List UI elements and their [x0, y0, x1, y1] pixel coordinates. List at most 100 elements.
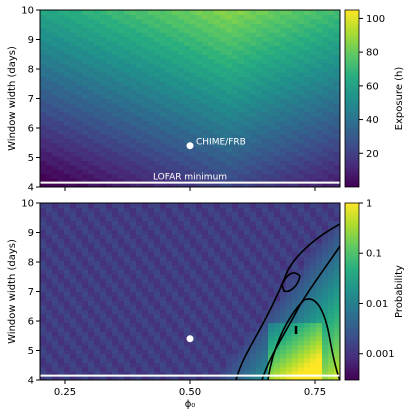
heatmap-cell: [100, 247, 107, 253]
heatmap-cell: [40, 322, 47, 328]
heatmap-cell: [148, 295, 155, 301]
heatmap-cell: [82, 371, 89, 377]
heatmap-cell: [52, 264, 59, 270]
heatmap-cell: [148, 233, 155, 239]
heatmap-cell: [322, 233, 329, 239]
heatmap-cell: [64, 116, 71, 122]
heatmap-cell: [40, 256, 47, 262]
heatmap-cell: [82, 313, 89, 319]
heatmap-cell: [178, 300, 185, 306]
heatmap-cell: [256, 322, 263, 328]
heatmap-cell: [256, 340, 263, 346]
heatmap-cell: [250, 102, 257, 108]
heatmap-cell: [172, 151, 179, 157]
heatmap-cell: [238, 344, 245, 350]
heatmap-cell: [70, 102, 77, 108]
heatmap-cell: [328, 242, 335, 248]
colorbar-tick-label: 100: [366, 14, 385, 25]
heatmap-cell: [226, 242, 233, 248]
heatmap-cell: [40, 160, 47, 166]
heatmap-cell: [238, 151, 245, 157]
heatmap-cell: [226, 278, 233, 284]
heatmap-cell: [328, 107, 335, 113]
heatmap-cell: [274, 260, 281, 266]
heatmap-cell: [220, 67, 227, 73]
heatmap-cell: [226, 23, 233, 29]
heatmap-cell: [310, 63, 317, 69]
heatmap-cell: [226, 164, 233, 170]
heatmap-cell: [94, 291, 101, 297]
heatmap-cell: [250, 67, 257, 73]
heatmap-cell: [94, 173, 101, 179]
heatmap-cell: [94, 164, 101, 170]
heatmap-cell: [268, 32, 275, 38]
heatmap-cell: [94, 269, 101, 275]
heatmap-cell: [154, 362, 161, 368]
heatmap-cell: [304, 233, 311, 239]
heatmap-cell: [40, 211, 47, 217]
heatmap-cell: [118, 156, 125, 162]
heatmap-cell: [112, 287, 119, 293]
heatmap-cell: [88, 107, 95, 113]
heatmap-cell: [100, 169, 107, 175]
heatmap-cell: [244, 23, 251, 29]
heatmap-cell: [142, 14, 149, 20]
heatmap-cell: [208, 313, 215, 319]
heatmap-cell: [316, 85, 323, 91]
heatmap-cell: [184, 326, 191, 332]
heatmap-cell: [76, 116, 83, 122]
heatmap-cell: [58, 111, 65, 117]
heatmap-cell: [178, 138, 185, 144]
heatmap-cell: [106, 362, 113, 368]
heatmap-cell: [166, 251, 173, 257]
heatmap-cell: [244, 49, 251, 55]
heatmap-cell: [148, 178, 155, 184]
heatmap-cell: [178, 111, 185, 117]
heatmap-cell: [232, 304, 239, 310]
heatmap-cell: [154, 242, 161, 248]
heatmap-cell: [190, 94, 197, 100]
heatmap-cell: [178, 40, 185, 46]
heatmap-cell: [160, 207, 167, 213]
heatmap-cell: [304, 27, 311, 33]
heatmap-cell: [190, 242, 197, 248]
heatmap-cell: [250, 120, 257, 126]
heatmap-cell: [202, 125, 209, 131]
heatmap-cell: [322, 102, 329, 108]
heatmap-cell: [130, 287, 137, 293]
heatmap-cell: [118, 251, 125, 257]
heatmap-cell: [304, 173, 311, 179]
colorbar-probability: 10.10.010.001 Probability: [344, 199, 405, 381]
heatmap-cell: [220, 322, 227, 328]
heatmap-cell: [202, 18, 209, 24]
heatmap-cell: [214, 247, 221, 253]
heatmap-cell: [136, 173, 143, 179]
heatmap-cell: [268, 89, 275, 95]
heatmap-cell: [166, 318, 173, 324]
heatmap-cell: [232, 10, 239, 16]
heatmap-cell: [106, 220, 113, 226]
heatmap-cell: [304, 207, 311, 213]
heatmap-cell: [190, 63, 197, 69]
heatmap-cell: [220, 89, 227, 95]
heatmap-cell: [304, 32, 311, 38]
heatmap-cell: [202, 14, 209, 20]
heatmap-cell: [178, 340, 185, 346]
heatmap-cell: [196, 233, 203, 239]
heatmap-cell: [154, 309, 161, 315]
heatmap-cell: [274, 251, 281, 257]
colorbar-tick-label: 40: [366, 115, 379, 126]
heatmap-cell: [130, 247, 137, 253]
heatmap-cell: [106, 353, 113, 359]
heatmap-cell: [316, 318, 323, 324]
heatmap-cell: [334, 10, 340, 16]
heatmap-cell: [214, 211, 221, 217]
heatmap-cell: [184, 225, 191, 231]
heatmap-cell: [64, 344, 71, 350]
heatmap-cell: [226, 256, 233, 262]
heatmap-cell: [148, 160, 155, 166]
heatmap-cell: [88, 260, 95, 266]
heatmap-cell: [76, 10, 83, 16]
heatmap-cell: [142, 211, 149, 217]
